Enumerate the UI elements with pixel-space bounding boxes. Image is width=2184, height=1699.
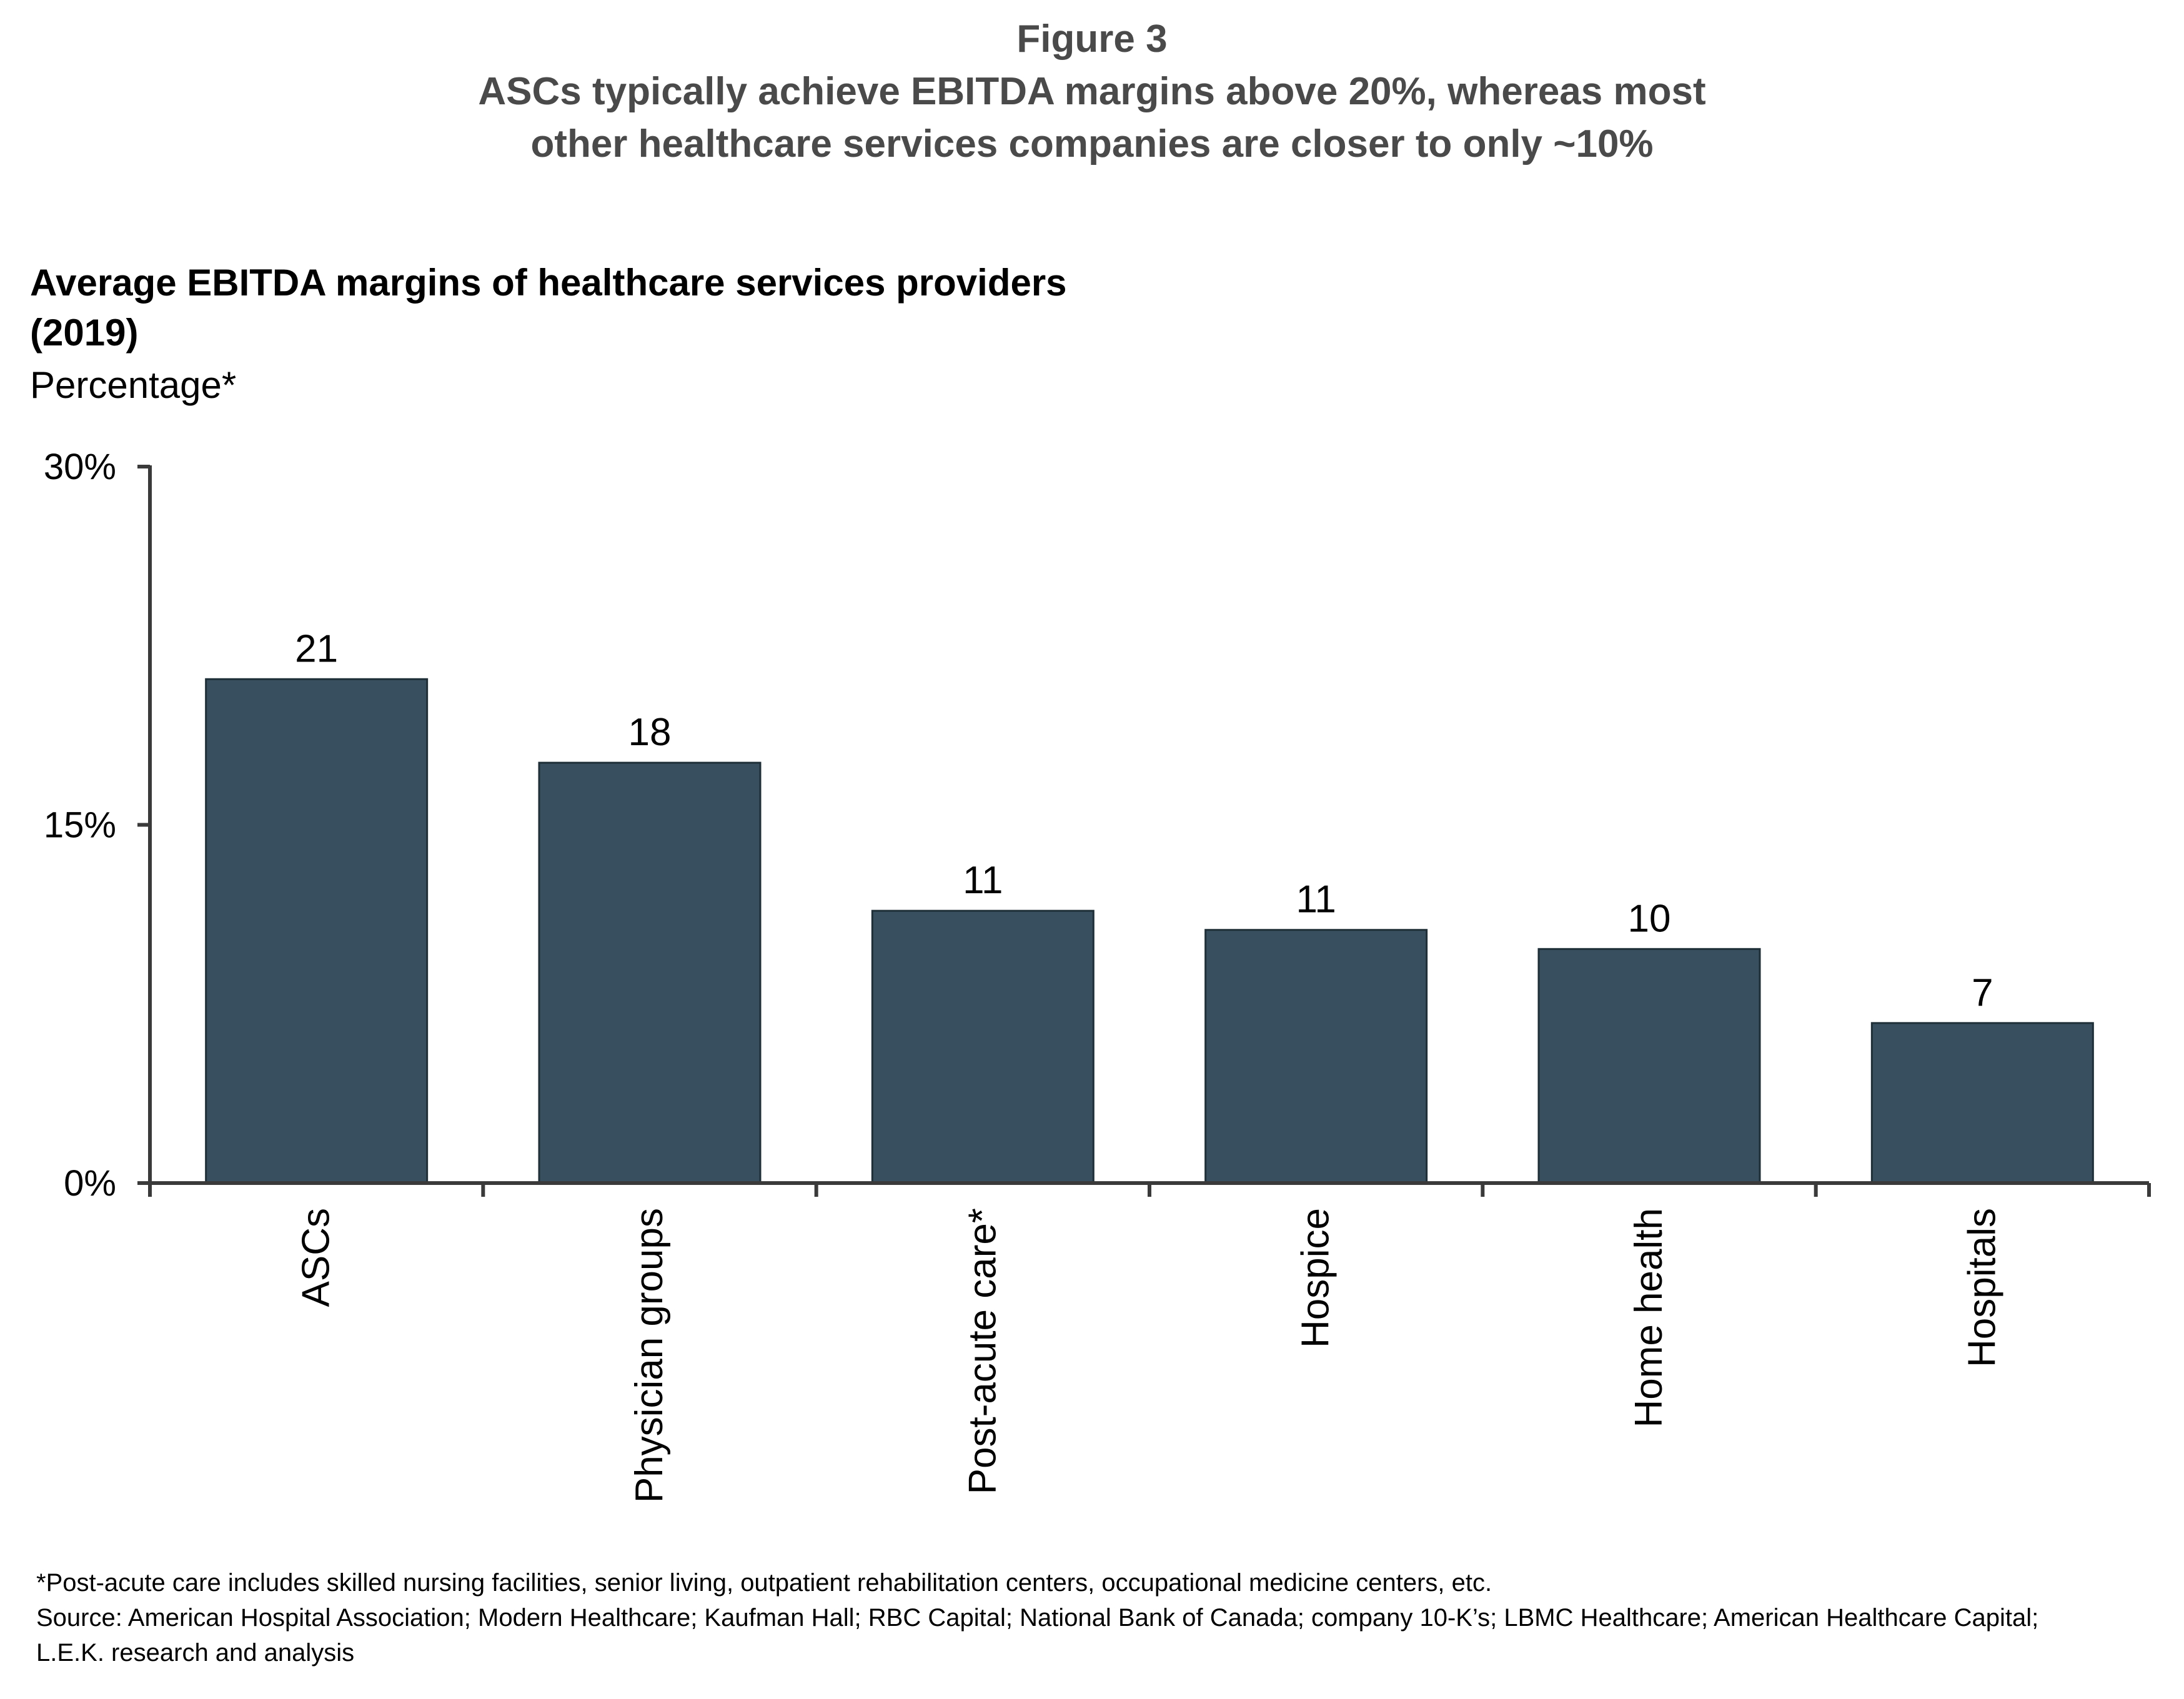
x-tick-label: ASCs bbox=[295, 1208, 338, 1307]
x-ticks-group: ASCs Physician groups Post-acute care* Hosp… bbox=[295, 1208, 2004, 1503]
bar-hospitals bbox=[1872, 1023, 2093, 1183]
bar-home-health bbox=[1539, 949, 1760, 1183]
axes-group bbox=[137, 465, 2149, 1197]
source-note: Source: American Hospital Association; M… bbox=[36, 1600, 2098, 1670]
data-label: 7 bbox=[1972, 971, 1993, 1014]
x-tick-label: Home health bbox=[1627, 1208, 1670, 1428]
y-tick-label: 15% bbox=[44, 805, 116, 846]
y-tick-label: 0% bbox=[64, 1163, 116, 1204]
bar-ascs bbox=[206, 679, 427, 1183]
x-tick-label: Hospitals bbox=[1960, 1208, 2003, 1367]
bar-hospice bbox=[1206, 930, 1427, 1183]
bar-physician-groups bbox=[539, 763, 760, 1183]
x-tick-label: Post-acute care* bbox=[961, 1208, 1004, 1494]
bars-group bbox=[206, 679, 2093, 1183]
x-tick-label: Hospice bbox=[1294, 1208, 1338, 1348]
data-label: 18 bbox=[628, 711, 672, 754]
y-ticks-group: 0% 15% 30% bbox=[44, 447, 150, 1204]
data-label: 11 bbox=[1296, 878, 1336, 921]
data-label: 10 bbox=[1628, 897, 1671, 940]
x-tick-label: Physician groups bbox=[628, 1208, 671, 1503]
bar-chart: 21 18 11 11 10 7 0% 15% 30% ASCs Physician group… bbox=[0, 0, 2184, 1549]
footnote: *Post-acute care includes skilled nursin… bbox=[36, 1565, 2098, 1600]
y-tick-label: 30% bbox=[44, 447, 116, 487]
data-label: 21 bbox=[295, 627, 338, 670]
bar-post-acute-care bbox=[872, 911, 1093, 1183]
data-label: 11 bbox=[963, 859, 1003, 902]
